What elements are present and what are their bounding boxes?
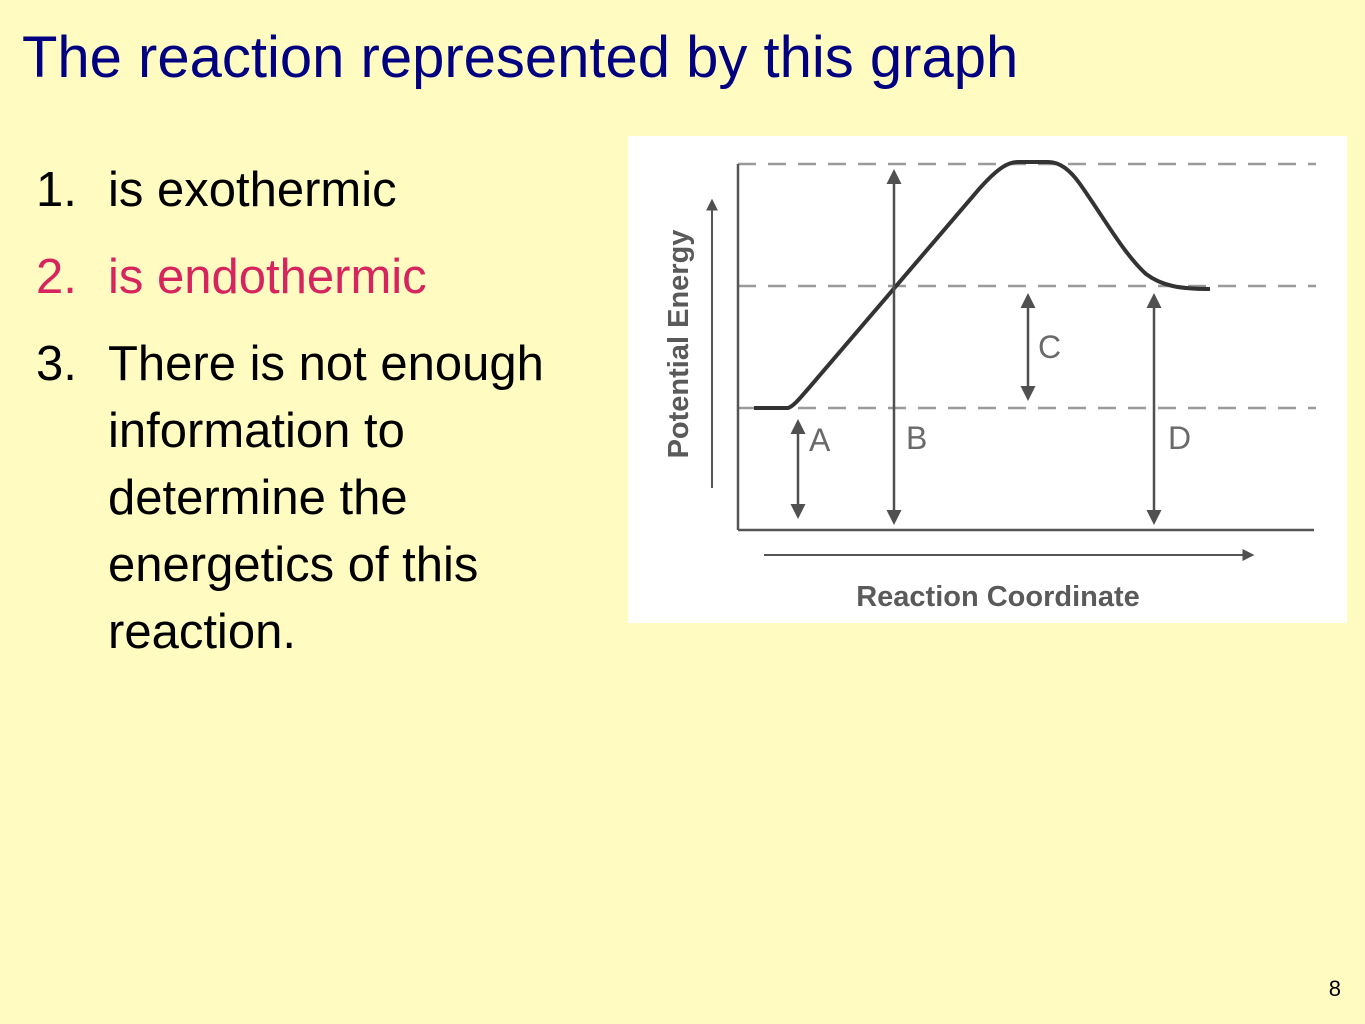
x-axis-title: Reaction Coordinate [856,581,1140,613]
label-d: D [1168,420,1191,456]
answer-option-1[interactable]: 1. is exothermic [36,157,621,224]
answer-option-2[interactable]: 2. is endothermic [36,244,621,311]
label-b: B [906,420,927,456]
answer-options: 1. is exothermic 2. is endothermic 3. Th… [36,157,621,686]
energy-diagram: A B C D Potential Energy Reaction Coordi… [628,136,1347,623]
answer-text: is exothermic [108,163,397,217]
page-number: 8 [1328,976,1341,1001]
answer-option-3[interactable]: 3. There is not enough information to de… [36,331,621,666]
label-a: A [809,422,831,458]
answer-text: There is not enough information to deter… [108,337,544,659]
label-c: C [1038,329,1061,365]
answer-number: 2. [36,250,77,304]
answer-number: 3. [36,337,77,391]
potential-energy-curve [754,160,1211,410]
y-axis-title: Potential Energy [663,230,695,459]
answer-number: 1. [36,163,77,217]
answer-text: is endothermic [108,250,427,304]
energy-diagram-svg: A B C D Potential Energy Reaction Coordi… [663,160,1316,613]
energy-level-guides [738,162,1316,410]
slide-title: The reaction represented by this graph [22,25,1019,90]
